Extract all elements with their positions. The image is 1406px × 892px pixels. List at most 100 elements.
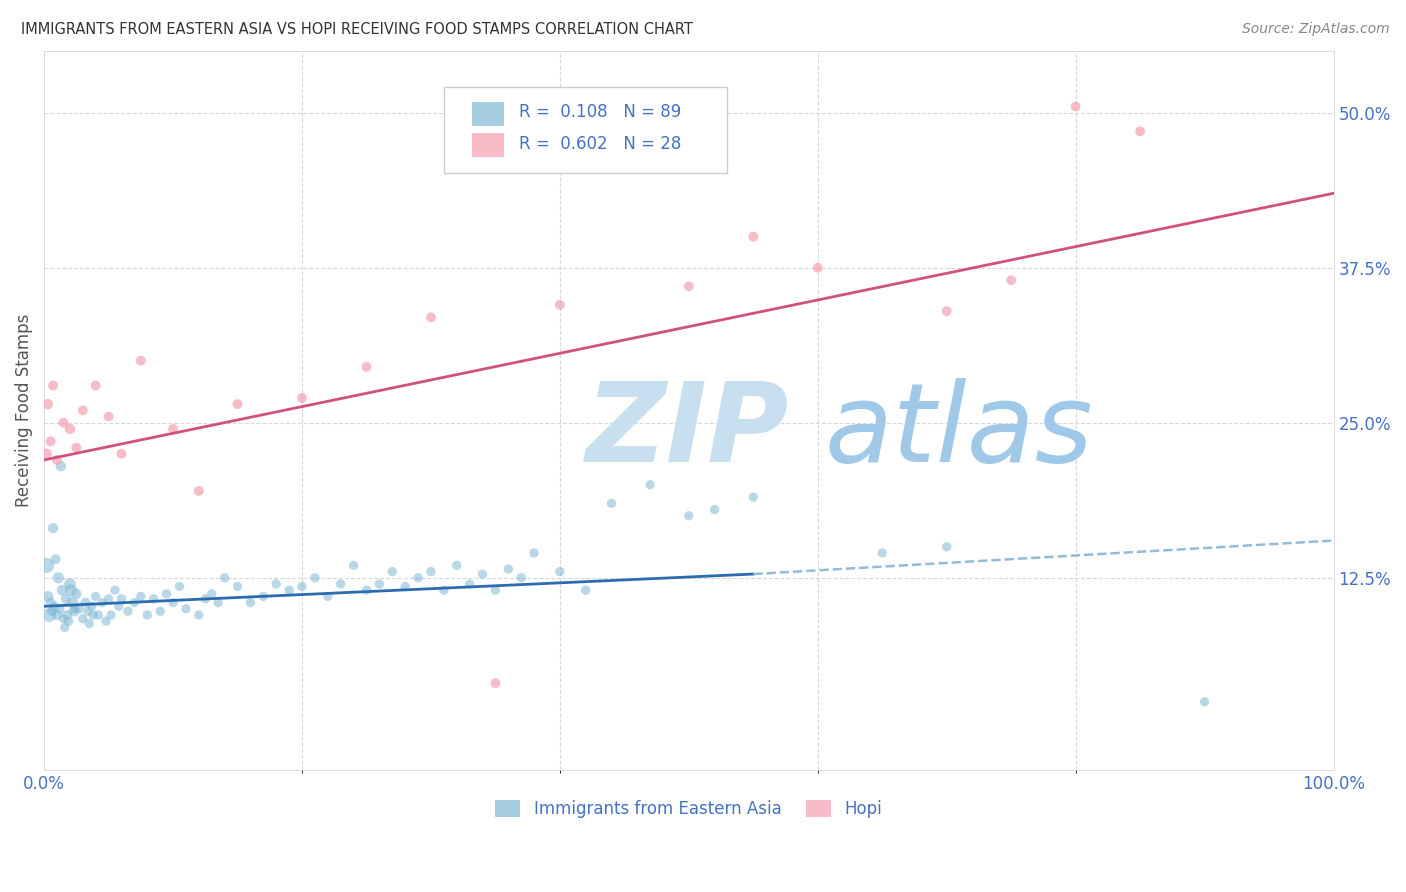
Point [162,596,184,610]
Point [155,587,177,601]
Point [381,565,404,579]
Legend: Immigrants from Eastern Asia, Hopi: Immigrants from Eastern Asia, Hopi [486,791,891,826]
Point [291,579,314,593]
Point [53,620,76,634]
Point [433,583,456,598]
Point [117,604,139,618]
Point [394,579,416,593]
Point [252,590,274,604]
Point [207,596,229,610]
Point [162,422,184,436]
Point [291,391,314,405]
Point [129,353,152,368]
Point [264,577,287,591]
Point [46,607,69,622]
Point [67,601,90,615]
Point [187,483,209,498]
Point [56,607,79,622]
Point [35,447,58,461]
Point [1064,99,1087,113]
Point [1000,273,1022,287]
Point [42,378,65,392]
Point [77,616,100,631]
Point [742,229,765,244]
Point [44,599,66,614]
Point [575,583,598,598]
Point [935,540,957,554]
Point [1194,695,1216,709]
FancyBboxPatch shape [444,87,727,173]
Point [201,587,224,601]
Text: ZIP: ZIP [586,378,789,485]
Point [484,676,506,690]
Point [548,298,571,312]
Point [446,558,468,573]
Point [41,604,63,618]
Point [62,596,84,610]
Text: Source: ZipAtlas.com: Source: ZipAtlas.com [1241,22,1389,37]
Point [510,571,533,585]
Point [108,599,131,614]
Point [82,607,104,622]
Point [703,502,725,516]
Point [77,604,100,618]
Point [52,416,75,430]
Y-axis label: Receiving Food Stamps: Receiving Food Stamps [15,314,32,507]
Point [600,496,623,510]
Point [226,397,249,411]
Point [100,607,122,622]
Point [1129,124,1152,138]
Point [63,601,86,615]
Point [49,459,72,474]
Point [342,558,364,573]
Point [58,614,80,628]
Point [46,453,69,467]
Point [678,508,700,523]
Point [523,546,546,560]
Point [39,434,62,449]
Point [136,607,159,622]
Point [35,558,58,573]
Point [214,571,236,585]
Point [458,577,481,591]
Point [356,583,378,598]
Point [87,607,110,622]
Point [870,546,893,560]
Point [62,604,84,618]
Point [304,571,326,585]
Point [316,590,339,604]
Bar [472,134,505,157]
Point [75,596,97,610]
Point [742,490,765,504]
Point [42,521,65,535]
Point [678,279,700,293]
Text: IMMIGRANTS FROM EASTERN ASIA VS HOPI RECEIVING FOOD STAMPS CORRELATION CHART: IMMIGRANTS FROM EASTERN ASIA VS HOPI REC… [21,22,693,37]
Bar [472,103,505,126]
Point [419,310,441,325]
Point [807,260,830,275]
Point [48,601,70,615]
Point [84,590,107,604]
Point [37,590,59,604]
Point [110,447,132,461]
Point [406,571,429,585]
Point [187,607,209,622]
Point [65,587,87,601]
Text: R =  0.602   N = 28: R = 0.602 N = 28 [519,136,681,153]
Point [498,562,520,576]
Point [149,604,172,618]
Point [80,599,103,614]
Point [94,614,117,628]
Point [38,607,60,622]
Point [60,583,83,598]
Point [368,577,391,591]
Point [45,552,67,566]
Point [65,441,87,455]
Point [356,359,378,374]
Point [91,596,114,610]
Point [84,378,107,392]
Point [97,591,120,606]
Point [174,601,197,615]
Point [194,591,217,606]
Point [55,591,77,606]
